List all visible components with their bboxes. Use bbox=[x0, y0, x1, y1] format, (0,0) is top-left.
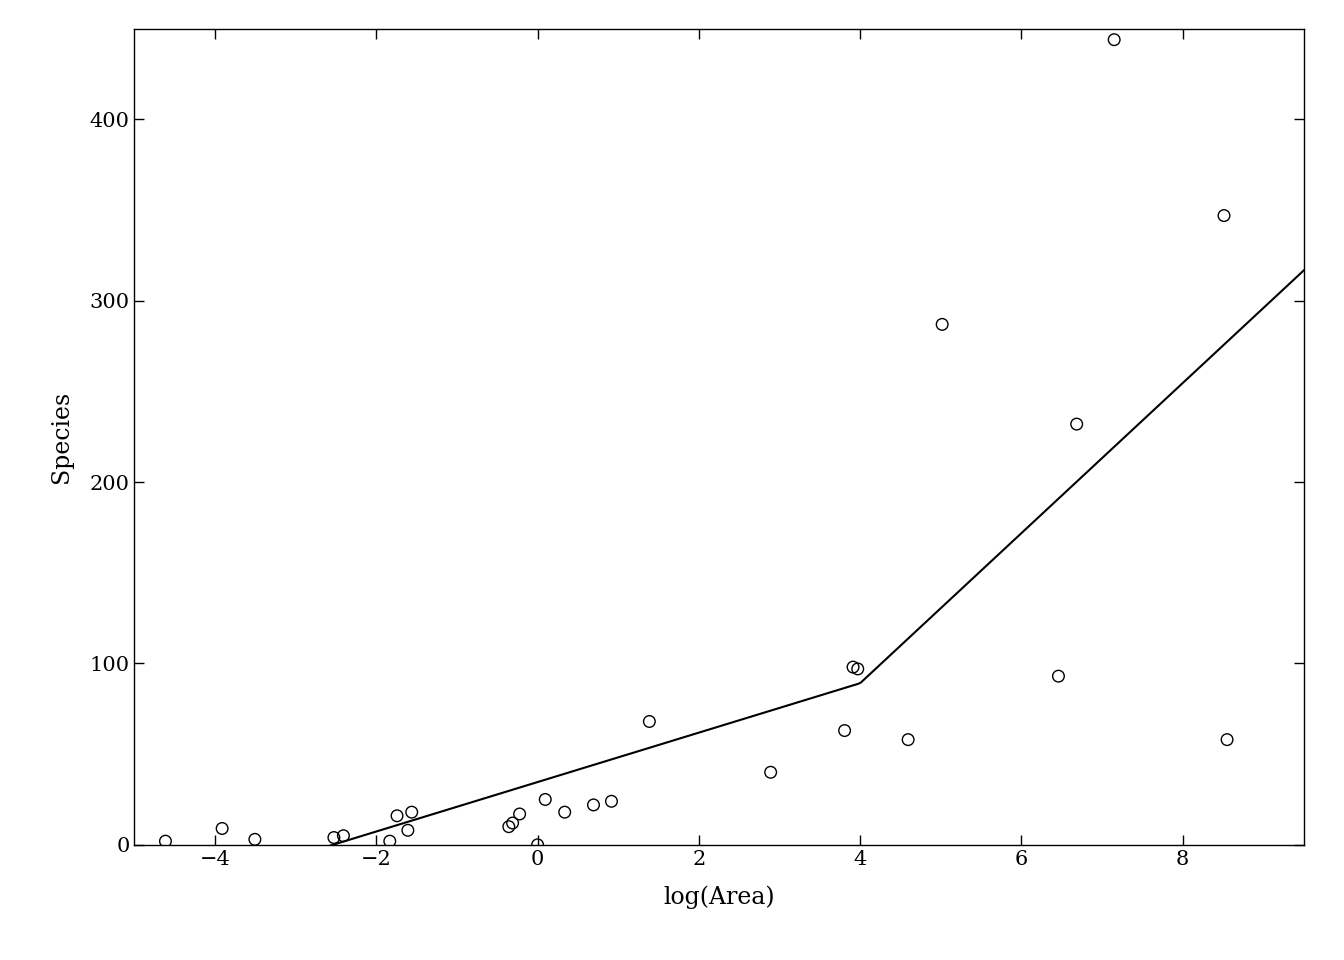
Point bbox=[1214, 208, 1235, 224]
Point bbox=[898, 732, 919, 747]
Point bbox=[1103, 32, 1125, 47]
Point bbox=[583, 797, 605, 812]
Point bbox=[323, 829, 344, 845]
Point bbox=[379, 833, 401, 849]
Point bbox=[501, 815, 523, 830]
Point bbox=[833, 723, 855, 738]
Point bbox=[527, 837, 548, 852]
Point bbox=[843, 660, 864, 675]
Point bbox=[847, 661, 868, 677]
Point bbox=[1048, 668, 1070, 684]
Point bbox=[931, 317, 953, 332]
Point bbox=[245, 831, 266, 847]
Point bbox=[1066, 417, 1087, 432]
Point bbox=[759, 764, 781, 780]
Point bbox=[396, 823, 418, 838]
Point bbox=[601, 794, 622, 809]
Point bbox=[554, 804, 575, 820]
X-axis label: log(Area): log(Area) bbox=[663, 885, 775, 909]
Point bbox=[638, 714, 660, 730]
Point bbox=[509, 806, 531, 822]
Point bbox=[333, 828, 355, 844]
Point bbox=[535, 792, 556, 807]
Point bbox=[499, 819, 520, 834]
Point bbox=[401, 804, 422, 820]
Y-axis label: Species: Species bbox=[50, 391, 73, 483]
Point bbox=[386, 808, 407, 824]
Point bbox=[155, 833, 176, 849]
Point bbox=[211, 821, 233, 836]
Point bbox=[1216, 732, 1238, 747]
